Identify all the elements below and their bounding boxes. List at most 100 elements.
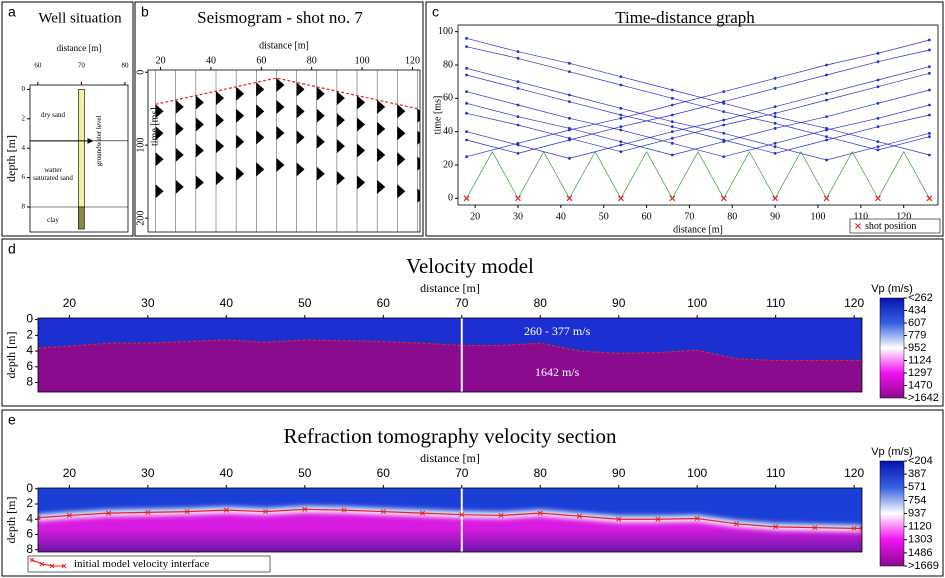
wavelet [276,100,285,115]
series-line [466,49,930,154]
wavelet [296,82,305,97]
y-tick-label: 4 [26,343,33,357]
x-tick-label: 60 [377,466,391,480]
point [465,73,468,77]
point [722,110,726,114]
y-axis-label: time [ms] [432,96,443,135]
point [722,118,726,122]
point [619,140,623,144]
interface-marker [38,515,41,521]
point [876,116,880,120]
wavelet [276,78,285,93]
panel-title: Well situation [38,10,122,26]
x-tick-label: 40 [556,211,566,222]
lower-layer [38,340,862,392]
x-tick-label: 60 [34,62,42,70]
point [928,131,931,135]
x-tick-label: 70 [455,466,469,480]
series-line [466,37,930,156]
x-tick-label: 40 [206,55,216,66]
point [465,90,468,94]
y-tick-label: 0 [26,312,33,326]
panel-title: Seismogram - shot no. 7 [197,8,363,27]
y-tick-label: 20 [443,159,453,170]
colorbar-label: 1120 [908,521,932,533]
wavelet [336,91,345,106]
wavelet [276,158,285,173]
x-tick-label: 100 [687,296,707,310]
wavelet [236,134,245,149]
x-axis-label: distance [m] [259,40,309,51]
plot-border [457,24,939,206]
x-tick-label: 70 [78,62,86,70]
point [670,88,674,92]
wavelet [417,130,420,145]
point [465,36,468,40]
interface-marker [302,506,308,512]
point [773,76,777,80]
wavelet [357,117,366,132]
interface-marker [106,510,112,516]
wavelet [417,108,420,123]
x-tick-label: 60 [642,211,652,222]
wavelet [377,179,386,194]
point [670,125,674,129]
y-tick-label: 2 [22,114,26,122]
wavelet [316,166,325,181]
point [465,101,468,105]
wavelet [417,156,420,171]
panel-frame [1,409,944,577]
wavelet [397,104,406,119]
legend-label: initial model velocity interface [74,558,209,570]
y-tick-label: 80 [443,59,453,70]
point [722,131,726,135]
point [773,86,777,90]
wavelet [195,143,204,158]
x-tick-label: 90 [612,466,626,480]
layer-label: dry sand [41,111,65,120]
x-tick-label: 20 [63,466,77,480]
wavelet [316,134,325,149]
layer-label: watter saturated sand [33,165,73,182]
point [773,115,777,119]
point [568,93,571,97]
point [619,113,623,117]
wavelet [155,126,164,141]
x-tick-label: 40 [220,296,234,310]
annotation: groundwater level [95,115,103,166]
y-tick-label: 100 [438,26,453,37]
x-tick-label: 30 [141,466,155,480]
point [619,116,623,120]
colorbar-label: <204 [908,455,933,467]
legend-box [27,555,271,573]
y-axis-label: depth [m] [4,135,18,182]
y-tick-label: 0 [135,70,146,75]
wavelet [216,171,224,186]
point [928,48,931,52]
series-line [466,66,930,159]
shot-marker [926,195,933,202]
point [465,130,468,134]
wavelet [296,130,305,145]
wavelet [336,139,345,154]
point [773,151,777,155]
point [928,38,931,42]
point [876,148,880,152]
wavelet [296,104,305,119]
wavelet [336,171,345,186]
y-tick-label: 60 [443,93,453,104]
colorbar-label: 434 [908,304,926,316]
wavelet [175,99,184,114]
y-tick-label: 8 [26,542,33,556]
colorbar-label: 754 [908,494,926,506]
x-tick-label: 100 [811,211,826,222]
interface-marker [498,512,504,518]
point [619,150,623,154]
point [722,155,726,159]
wavelet [417,188,420,203]
legend-box [849,218,941,234]
wavelet [357,175,366,190]
point [619,75,623,79]
point [670,136,674,140]
